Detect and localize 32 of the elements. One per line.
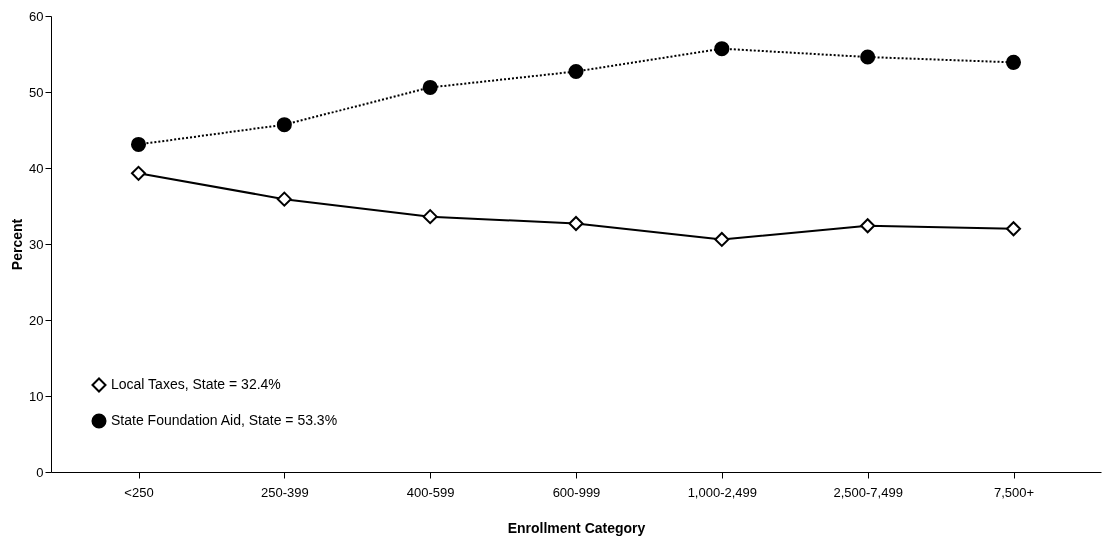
x-tick-label: 1,000-2,499 bbox=[687, 484, 758, 500]
point bbox=[568, 215, 584, 231]
x-axis-title: Enrollment Category bbox=[507, 519, 646, 536]
y-tick-label: 30 bbox=[29, 236, 44, 252]
x-tick-label: 250-399 bbox=[260, 484, 309, 500]
x-tick-label: 400-599 bbox=[406, 484, 455, 500]
point bbox=[276, 117, 292, 133]
point bbox=[1005, 221, 1022, 237]
legend-label: State Foundation Aid, State = 53.3% bbox=[111, 412, 338, 428]
point bbox=[1005, 54, 1022, 70]
x-tick-label: <250 bbox=[124, 484, 154, 500]
point bbox=[860, 218, 876, 234]
y-tick-label: 50 bbox=[29, 84, 44, 100]
point bbox=[276, 191, 292, 207]
y-tick-label: 20 bbox=[29, 312, 44, 328]
point bbox=[422, 79, 438, 95]
point bbox=[130, 136, 147, 152]
point bbox=[130, 165, 147, 181]
x-tick-label: 2,500-7,499 bbox=[833, 484, 903, 500]
y-axis-title: Percent bbox=[9, 218, 26, 271]
point bbox=[714, 231, 730, 247]
x-tick-label: 600-999 bbox=[552, 484, 601, 500]
y-tick-label: 40 bbox=[29, 160, 44, 176]
y-tick-label: 60 bbox=[29, 8, 44, 24]
point bbox=[714, 41, 730, 57]
point bbox=[568, 63, 584, 79]
point bbox=[860, 49, 876, 65]
y-tick-label: 0 bbox=[36, 464, 44, 480]
legend-label: Local Taxes, State = 32.4% bbox=[111, 376, 281, 392]
x-tick-label: 7,500+ bbox=[993, 484, 1035, 500]
point bbox=[422, 209, 438, 225]
y-tick-label: 10 bbox=[29, 388, 44, 404]
